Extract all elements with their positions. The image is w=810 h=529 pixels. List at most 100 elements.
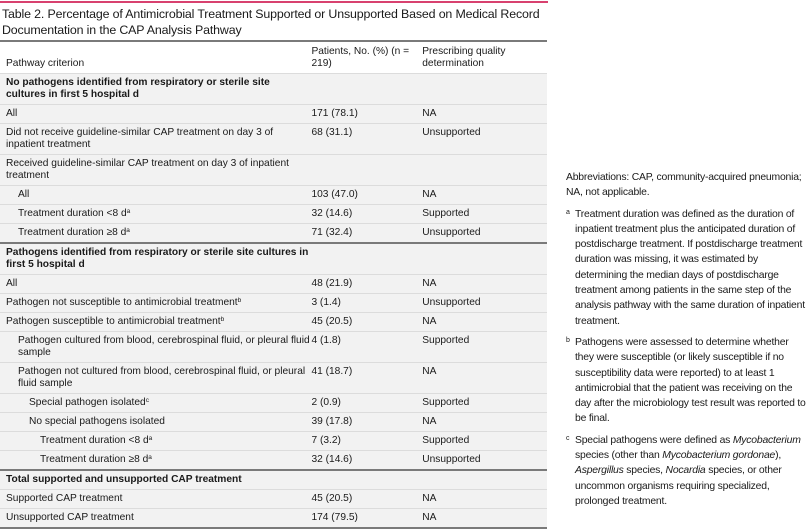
determination-cell: NA [422,278,437,289]
criterion-label: Treatment duration ≥8 d [18,227,127,238]
footnote-text: Mycobacterium gordonae [662,450,776,462]
pathway-criterion-cell: All [0,189,310,201]
footnote-mark: a [566,208,570,216]
table-row: Supported CAP treatment 45 (20.5) NA [0,489,547,508]
patients-cell [310,158,422,182]
criterion-label: Pathogens identified from respiratory or… [6,247,309,270]
criterion-label: Special pathogen isolated [29,397,146,408]
patients-cell: 39 (17.8) [311,416,353,427]
criterion-label: Pathogen not susceptible to antimicrobia… [6,297,238,308]
criterion-label: No special pathogens isolated [29,416,165,427]
table-title: Table 2. Percentage of Antimicrobial Tre… [2,7,540,37]
patients-cell: 48 (21.9) [311,278,353,289]
pathway-criterion-cell: No pathogens identified from respiratory… [0,77,310,101]
footnote-text: Mycobacterium [732,434,801,446]
table-row: Treatment duration <8 da 7 (3.2) Supported [0,431,547,450]
table-row: Pathogen not susceptible to antimicrobia… [0,293,547,312]
pathway-criterion-cell: Pathogens identified from respiratory or… [0,247,310,271]
criterion-label: Total supported and unsupported CAP trea… [6,474,242,485]
table-row: No special pathogens isolated 39 (17.8) NA [0,412,547,431]
criterion-label: All [18,189,30,200]
patients-cell: 45 (20.5) [311,316,353,327]
header-determination: Prescribing quality determination [422,46,506,69]
table-row: All 103 (47.0) NA [0,185,547,204]
header-patients: Patients, No. (%) (n = 219) [311,46,410,69]
footnote-b: b Pathogens were assessed to determine wh… [566,335,810,427]
pathway-criterion-cell: Special pathogen isolatedc [0,397,310,409]
table-row: Treatment duration <8 da 32 (14.6) Support… [0,204,547,223]
patients-cell: 32 (14.6) [311,208,353,219]
determination-cell: NA [422,493,437,504]
pathway-criterion-cell: All [0,108,310,120]
patients-cell: 2 (0.9) [311,397,341,408]
footnote-marker: a [148,435,153,442]
footnotes: a Treatment duration was defined as the d… [566,207,810,510]
determination-cell [422,474,547,486]
table-row: Unsupported CAP treatment 174 (79.5) NA [0,508,547,527]
footnote-text: Special pathogens were defined as [575,434,733,446]
patients-cell: 32 (14.6) [311,454,353,465]
patients-cell: 4 (1.8) [311,335,341,346]
patients-cell [310,77,422,101]
patients-cell [310,247,422,271]
pathway-criterion-cell: No special pathogens isolated [0,416,310,428]
criterion-label: Pathogen cultured from blood, cerebrospi… [18,335,310,358]
pathway-criterion-cell: All [0,278,310,290]
criterion-label: All [6,108,18,119]
criterion-label: Pathogen susceptible to antimicrobial tr… [6,316,221,327]
pathway-criterion-cell: Received guideline-similar CAP treatment… [0,158,310,182]
pathway-criterion-cell: Pathogen cultured from blood, cerebrospi… [0,335,310,359]
patients-cell: 174 (79.5) [311,512,358,523]
pathway-criterion-cell: Unsupported CAP treatment [0,512,310,524]
determination-cell [422,158,547,182]
determination-cell: Unsupported [422,227,481,238]
section-header-row: Total supported and unsupported CAP trea… [0,469,547,489]
pathway-criterion-cell: Treatment duration <8 da [0,435,310,447]
determination-cell: NA [422,108,437,119]
criterion-label: Treatment duration <8 d [40,435,149,446]
pathway-criterion-cell: Treatment duration ≥8 da [0,227,310,239]
table-notes: Abbreviations: CAP, community-acquired p… [566,170,810,515]
patients-cell: 171 (78.1) [311,108,358,119]
determination-cell: NA [422,416,437,427]
table-row: All 171 (78.1) NA [0,104,547,123]
pathway-criterion-cell: Pathogen not cultured from blood, cerebr… [0,366,310,390]
footnote-marker: b [220,316,225,323]
criterion-label: Received guideline-similar CAP treatment… [6,158,289,181]
determination-cell: Supported [422,435,470,446]
table-row: Treatment duration ≥8 da 32 (14.6) Unsuppo… [0,450,547,469]
footnote-marker: a [126,227,130,234]
determination-cell: NA [422,366,437,377]
table-row: Special pathogen isolatedc 2 (0.9) Support… [0,393,547,412]
section-header-row: Pathogens identified from respiratory or… [0,242,547,274]
criterion-label: No pathogens identified from respiratory… [6,77,270,100]
data-table: Pathway criterion Patients, No. (%) (n =… [0,40,547,529]
accent-rule [0,1,548,3]
determination-cell: Unsupported [422,297,481,308]
pathway-criterion-cell: Total supported and unsupported CAP trea… [0,474,310,486]
criterion-label: Supported CAP treatment [6,493,123,504]
footnote-mark: c [566,434,570,442]
patients-cell: 3 (1.4) [311,297,341,308]
table-row: All 48 (21.9) NA [0,274,547,293]
patients-cell: 7 (3.2) [311,435,341,446]
pathway-criterion-cell: Pathogen susceptible to antimicrobial tr… [0,316,310,328]
determination-cell: NA [422,316,437,327]
patients-cell [310,474,422,486]
table-body: No pathogens identified from respiratory… [0,73,547,527]
determination-cell [422,77,547,101]
footnote-text: species (other than [575,450,663,462]
criterion-label: All [6,278,18,289]
footnote-marker: b [237,297,242,304]
footnote-a: a Treatment duration was defined as the d… [566,207,810,329]
footnote-text: species, [623,465,666,477]
footnote-text: Pathogens were assessed to determine whe… [575,336,806,425]
abbreviations-note: Abbreviations: CAP, community-acquired p… [566,172,802,199]
patients-cell: 68 (31.1) [311,127,353,138]
footnote-text: ), [775,450,782,462]
pathway-criterion-cell: Treatment duration <8 da [0,208,310,220]
table-header: Pathway criterion Patients, No. (%) (n =… [0,42,547,73]
determination-cell: Supported [422,397,470,408]
criterion-label: Treatment duration <8 d [18,208,127,219]
footnote-text: Treatment duration was defined as the du… [575,208,805,327]
